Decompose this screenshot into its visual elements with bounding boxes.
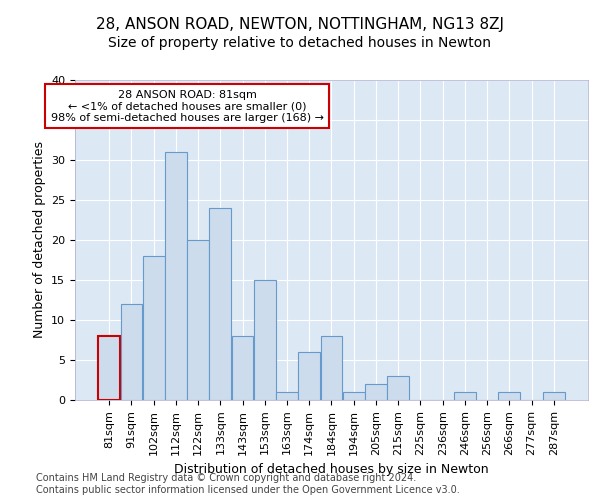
X-axis label: Distribution of detached houses by size in Newton: Distribution of detached houses by size …: [174, 463, 489, 476]
Bar: [387, 376, 409, 400]
Bar: [343, 392, 365, 400]
Bar: [187, 240, 209, 400]
Bar: [276, 392, 298, 400]
Bar: [121, 304, 142, 400]
Text: 28 ANSON ROAD: 81sqm
← <1% of detached houses are smaller (0)
98% of semi-detach: 28 ANSON ROAD: 81sqm ← <1% of detached h…: [50, 90, 323, 123]
Bar: [209, 208, 231, 400]
Bar: [298, 352, 320, 400]
Bar: [98, 336, 120, 400]
Text: 28, ANSON ROAD, NEWTON, NOTTINGHAM, NG13 8ZJ: 28, ANSON ROAD, NEWTON, NOTTINGHAM, NG13…: [96, 18, 504, 32]
Y-axis label: Number of detached properties: Number of detached properties: [32, 142, 46, 338]
Text: Contains HM Land Registry data © Crown copyright and database right 2024.
Contai: Contains HM Land Registry data © Crown c…: [36, 474, 460, 495]
Bar: [320, 336, 343, 400]
Text: Size of property relative to detached houses in Newton: Size of property relative to detached ho…: [109, 36, 491, 50]
Bar: [165, 152, 187, 400]
Bar: [143, 256, 164, 400]
Bar: [232, 336, 253, 400]
Bar: [543, 392, 565, 400]
Bar: [499, 392, 520, 400]
Bar: [365, 384, 387, 400]
Bar: [454, 392, 476, 400]
Bar: [254, 280, 276, 400]
